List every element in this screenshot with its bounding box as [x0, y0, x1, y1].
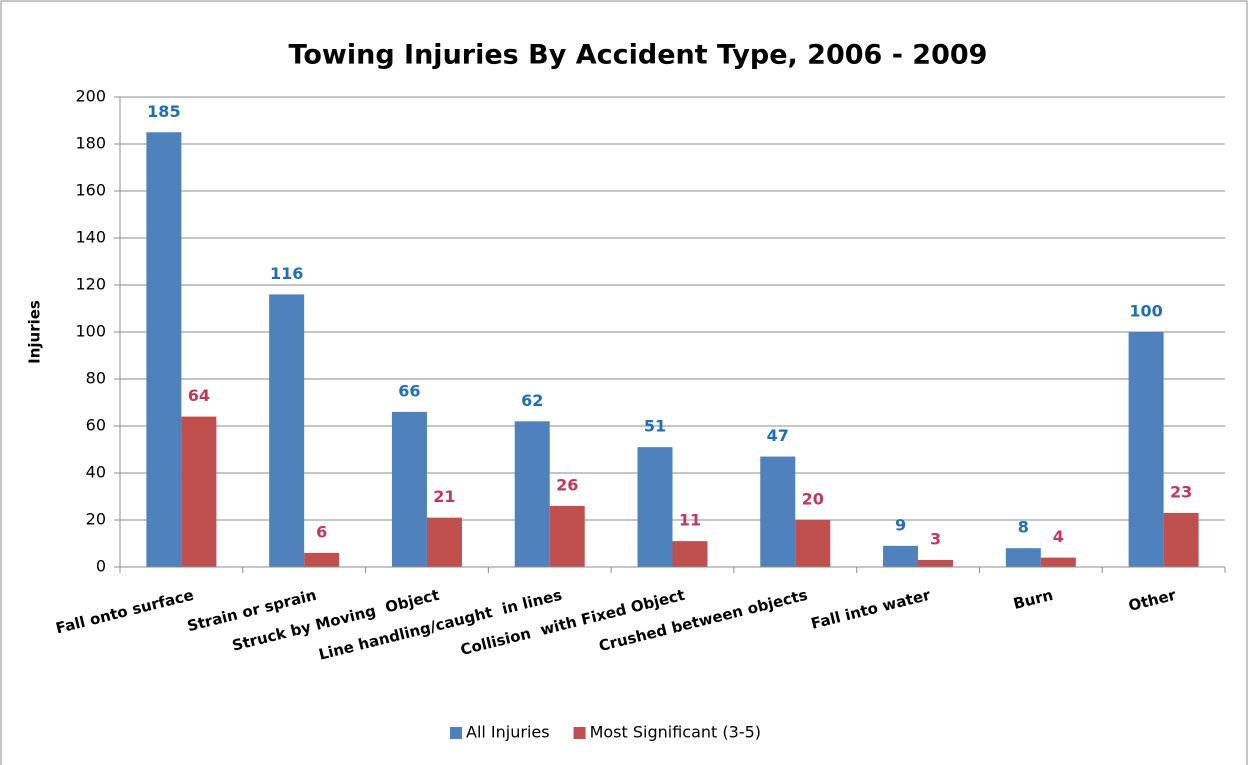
bar: [672, 541, 708, 567]
data-label: 9: [895, 515, 906, 534]
y-tick-label: 180: [75, 134, 106, 153]
bar: [637, 447, 673, 567]
y-tick-label: 200: [75, 87, 106, 106]
y-tick-label: 160: [75, 181, 106, 200]
y-tick-label: 0: [96, 557, 106, 576]
bar: [391, 411, 427, 567]
data-label: 100: [1129, 302, 1162, 321]
legend-label: Most Significant (3-5): [590, 723, 761, 742]
bar: [795, 520, 831, 567]
bar: [181, 416, 217, 567]
bar: [514, 421, 550, 567]
legend-swatch: [450, 727, 462, 739]
y-tick-label: 140: [75, 228, 106, 247]
bar: [1163, 512, 1199, 567]
chart-title: Towing Injuries By Accident Type, 2006 -…: [289, 40, 988, 71]
bar: [426, 517, 462, 567]
data-label: 23: [1170, 482, 1192, 501]
data-label: 21: [433, 487, 455, 506]
data-label: 47: [767, 426, 789, 445]
data-label: 51: [644, 417, 666, 436]
bar: [1128, 332, 1164, 567]
bar: [883, 545, 919, 567]
data-label: 116: [270, 264, 303, 283]
legend-swatch: [573, 727, 586, 739]
y-tick-label: 60: [86, 416, 106, 435]
bar: [146, 132, 182, 567]
bar: [549, 505, 585, 567]
data-label: 185: [147, 102, 180, 121]
bar: [1040, 557, 1076, 567]
y-tick-label: 120: [75, 275, 106, 294]
data-label: 6: [316, 522, 327, 541]
bar: [304, 552, 340, 567]
data-label: 4: [1053, 527, 1064, 546]
data-label: 20: [802, 490, 824, 509]
legend-label: All Injuries: [466, 723, 550, 742]
y-axis-label: Injuries: [26, 300, 44, 364]
data-label: 62: [521, 391, 543, 410]
bar: [760, 456, 796, 567]
y-tick-label: 20: [86, 510, 106, 529]
y-tick-label: 40: [86, 463, 106, 482]
y-tick-label: 80: [86, 369, 106, 388]
data-label: 26: [556, 475, 578, 494]
bar: [1005, 548, 1041, 567]
data-label: 11: [679, 511, 701, 530]
data-label: 8: [1018, 518, 1029, 537]
data-label: 64: [188, 386, 210, 405]
y-tick-label: 100: [75, 322, 106, 341]
data-label: 66: [398, 381, 420, 400]
bar: [918, 559, 954, 567]
bar: [269, 294, 305, 567]
data-label: 3: [930, 529, 941, 548]
